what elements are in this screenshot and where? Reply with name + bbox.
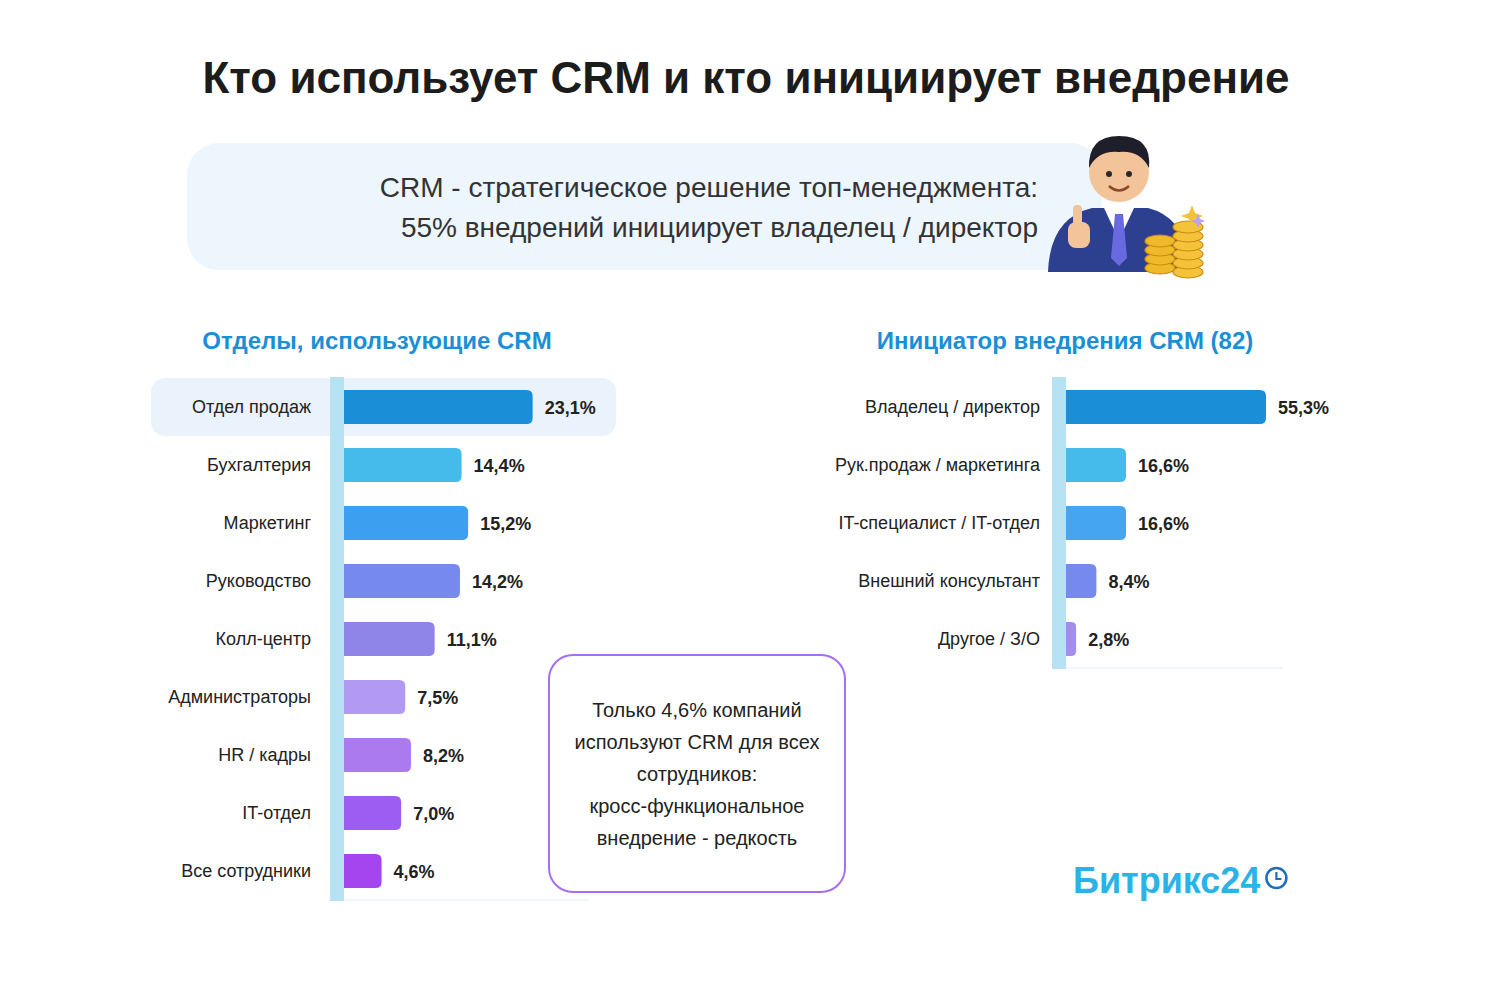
brand-clock bbox=[1266, 868, 1286, 888]
data-label: 4,6% bbox=[394, 862, 435, 882]
data-label: 16,6% bbox=[1138, 456, 1189, 476]
canvas: Кто использует CRM и кто инициирует внед… bbox=[0, 0, 1492, 1003]
row-highlight bbox=[151, 378, 616, 436]
category-axis bbox=[330, 377, 344, 901]
data-label: 11,1% bbox=[447, 630, 497, 650]
category-axis bbox=[1052, 377, 1066, 669]
value-axis-range bbox=[1066, 668, 1283, 669]
data-label: 55,3% bbox=[1278, 398, 1329, 418]
category-label: IT-специалист / IT-отдел bbox=[838, 513, 1040, 533]
bar bbox=[344, 622, 435, 656]
bar bbox=[1066, 448, 1126, 482]
bar bbox=[344, 390, 533, 424]
category-label: Отдел продаж bbox=[192, 397, 311, 417]
category-label: Руководство bbox=[206, 571, 311, 591]
category-label: Колл-центр bbox=[216, 629, 311, 649]
bar bbox=[344, 680, 405, 714]
thumb bbox=[1073, 205, 1082, 227]
note-text: внедрение - редкость bbox=[597, 827, 798, 849]
data-label: 15,2% bbox=[480, 514, 531, 534]
bar bbox=[344, 854, 382, 888]
brand-clock-hands bbox=[1276, 872, 1281, 879]
tie bbox=[1111, 214, 1127, 266]
bars bbox=[1066, 390, 1266, 656]
bar bbox=[344, 564, 460, 598]
note-text: используют CRM для всех bbox=[575, 731, 820, 753]
smile bbox=[1109, 186, 1129, 191]
chart: Инициатор внедрения CRM (82) Владелец / д… bbox=[835, 327, 1329, 669]
category-label: IT-отдел bbox=[242, 803, 311, 823]
data-label: 7,5% bbox=[417, 688, 458, 708]
illustration bbox=[1048, 136, 1205, 278]
data-label: 7,0% bbox=[413, 804, 454, 824]
bar bbox=[344, 506, 468, 540]
category-label: Другое / З/О bbox=[938, 629, 1040, 649]
callout-text: CRM - стратегическое решение топ-менеджм… bbox=[380, 172, 1038, 203]
category-label: Администраторы bbox=[168, 687, 311, 707]
chart-title: Отделы, использующие CRM bbox=[202, 327, 551, 354]
note-box bbox=[549, 655, 845, 892]
category-label: HR / кадры bbox=[218, 745, 311, 765]
data-label: 16,6% bbox=[1138, 514, 1189, 534]
data-label: 14,4% bbox=[474, 456, 525, 476]
suit bbox=[1048, 208, 1190, 272]
bars bbox=[344, 390, 533, 888]
category-label: Все сотрудники bbox=[181, 861, 311, 881]
category-label: Внешний консультант bbox=[858, 571, 1040, 591]
eye bbox=[1126, 171, 1132, 177]
data-label: 8,4% bbox=[1108, 572, 1149, 592]
eye bbox=[1106, 171, 1112, 177]
coin bbox=[1145, 235, 1175, 247]
chart: Отделы, использующие CRM Отдел продаж 23,1… bbox=[151, 327, 616, 901]
chart-title: Инициатор внедрения CRM (82) bbox=[877, 327, 1254, 354]
note-text: кросс-функциональное bbox=[590, 795, 805, 817]
note: Только 4,6% компаний используют CRM для в… bbox=[575, 699, 820, 849]
category-label: Рук.продаж / маркетинга bbox=[835, 455, 1041, 475]
bar bbox=[1066, 622, 1076, 656]
main-title: Кто использует CRM и кто инициирует внед… bbox=[202, 53, 1289, 102]
data-label: 8,2% bbox=[423, 746, 464, 766]
category-label: Бухгалтерия bbox=[207, 455, 311, 475]
hair bbox=[1089, 136, 1149, 168]
note-text: Только 4,6% компаний bbox=[592, 699, 801, 721]
category-label: Владелец / директор bbox=[865, 397, 1040, 417]
data-label: 23,1% bbox=[545, 398, 596, 418]
bar bbox=[1066, 390, 1266, 424]
bar bbox=[344, 448, 462, 482]
callout-text: 55% внедрений инициирует владелец / дире… bbox=[401, 212, 1038, 243]
sparkle bbox=[1191, 214, 1205, 228]
bar bbox=[344, 738, 411, 772]
data-label: 14,2% bbox=[472, 572, 523, 592]
data-label: 2,8% bbox=[1088, 630, 1129, 650]
bar bbox=[344, 796, 401, 830]
category-label: Маркетинг bbox=[223, 513, 311, 533]
callout-box bbox=[187, 143, 1102, 270]
bar bbox=[1066, 506, 1126, 540]
note-text: сотрудников: bbox=[637, 763, 757, 785]
value-axis-range bbox=[344, 900, 589, 901]
brand-logo: Битрикс24 bbox=[1073, 860, 1260, 901]
bar bbox=[1066, 564, 1096, 598]
